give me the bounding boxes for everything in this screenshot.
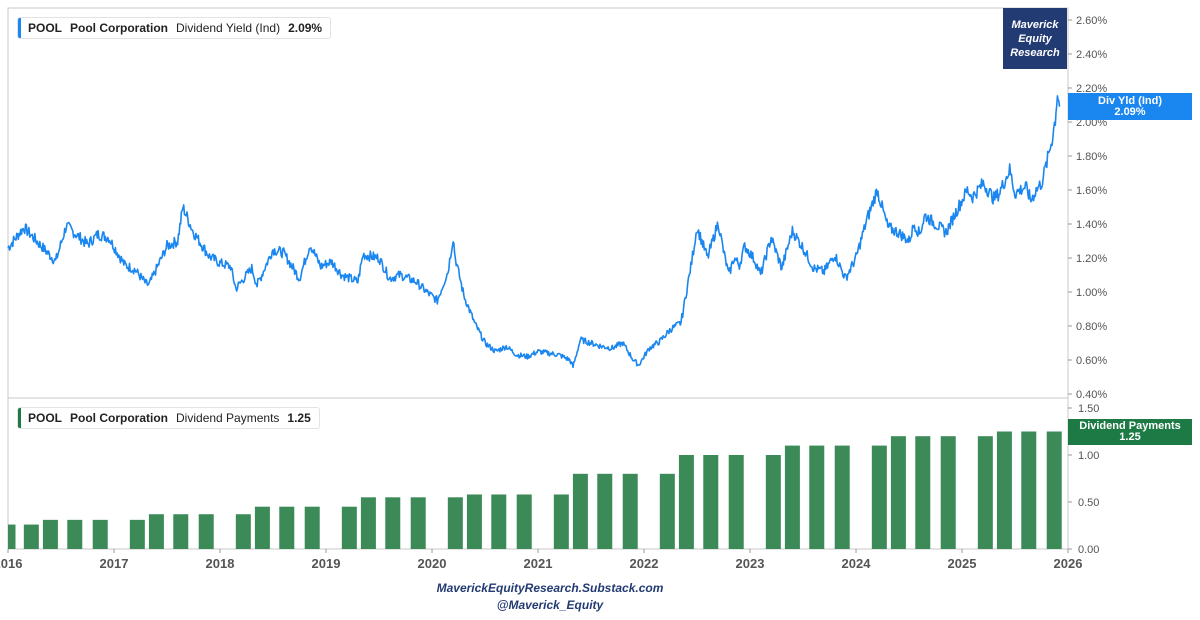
dividend-bar — [447, 497, 463, 549]
yield-axis-tick-label: 2.60% — [1076, 15, 1107, 27]
dividend-bar — [597, 473, 613, 549]
brand-logo: Maverick Equity Research — [1003, 8, 1067, 69]
tag-value: 1.25 — [1119, 431, 1141, 443]
dividend-bar — [491, 494, 507, 549]
dividend-bar — [360, 497, 376, 549]
dividend-bar — [173, 514, 189, 549]
dividend-bar — [1046, 431, 1062, 549]
brand-line-1: Maverick — [1011, 18, 1059, 31]
dividend-axis-tick-label: 1.00 — [1078, 450, 1099, 462]
legend-color-swatch — [18, 408, 21, 428]
legend-dividend-payments: POOL Pool Corporation Dividend Payments … — [17, 407, 320, 429]
legend-value: 1.25 — [287, 411, 311, 425]
yield-axis-tick-label: 2.00% — [1076, 117, 1107, 129]
legend-company: Pool Corporation — [70, 21, 169, 35]
legend-field: Dividend Payments — [176, 411, 280, 425]
brand-line-2: Equity — [1018, 32, 1052, 45]
dividend-bar — [67, 519, 83, 549]
legend-field: Dividend Yield (Ind) — [176, 21, 281, 35]
legend-dividend-yield: POOL Pool Corporation Dividend Yield (In… — [17, 17, 332, 39]
dividend-bar — [42, 519, 58, 549]
x-axis-tick-label: 2016 — [0, 556, 22, 571]
dividend-bar — [977, 436, 993, 549]
dividend-axis-tick-label: 1.50 — [1078, 403, 1099, 415]
dividend-bar — [341, 506, 357, 549]
dividend-bar — [572, 473, 588, 549]
dividend-bar — [940, 436, 956, 549]
dividend-bar — [871, 445, 887, 549]
x-axis-tick-label: 2019 — [312, 556, 341, 571]
dividend-bar — [553, 494, 569, 549]
dividend-bar — [198, 514, 214, 549]
tag-label: Div Yld (Ind) — [1098, 94, 1162, 107]
yield-axis-tick-label: 2.40% — [1076, 49, 1107, 61]
dividend-bar — [410, 497, 426, 549]
dividend-bar — [622, 473, 638, 549]
yield-axis-tick-label: 1.20% — [1076, 253, 1107, 265]
dividend-bar — [92, 519, 108, 549]
dividend-bar — [8, 524, 16, 549]
dividend-bar — [915, 436, 931, 549]
dividend-bar — [784, 445, 800, 549]
x-axis-tick-label: 2021 — [524, 556, 553, 571]
dividend-bar — [728, 455, 744, 549]
footer-website: MaverickEquityResearch.Substack.com — [436, 581, 664, 595]
dividend-bar — [304, 506, 320, 549]
yield-axis-tick-label: 1.60% — [1076, 185, 1107, 197]
dividend-bar — [1021, 431, 1037, 549]
yield-axis-tick-label: 2.20% — [1076, 83, 1107, 95]
dividend-yield-line — [7, 95, 1061, 369]
dividend-bar — [466, 494, 482, 549]
dividend-bar — [996, 431, 1012, 549]
x-axis-tick-label: 2025 — [948, 556, 977, 571]
yield-axis-tick-label: 1.40% — [1076, 219, 1107, 231]
dividend-bar — [23, 524, 39, 549]
yield-pane-frame — [7, 7, 1069, 399]
yield-axis-tick-label: 1.00% — [1076, 287, 1107, 299]
legend-company: Pool Corporation — [70, 411, 169, 425]
yield-axis-tick-label: 0.80% — [1076, 321, 1107, 333]
dividend-axis-tick-label: 0.00 — [1078, 544, 1099, 556]
dividend-bar — [254, 506, 270, 549]
x-axis-tick-label: 2020 — [418, 556, 447, 571]
x-axis-tick-label: 2024 — [842, 556, 872, 571]
dividend-bar — [659, 473, 675, 549]
x-axis-tick-label: 2023 — [736, 556, 765, 571]
dividend-bar — [279, 506, 295, 549]
dividend-bar — [765, 455, 781, 549]
tag-value: 2.09% — [1114, 105, 1146, 118]
dividend-bar — [703, 455, 719, 549]
dividend-bar — [678, 455, 694, 549]
yield-axis-tick-label: 0.60% — [1076, 355, 1107, 367]
legend-value: 2.09% — [288, 21, 323, 35]
x-axis-tick-label: 2018 — [206, 556, 235, 571]
legend-ticker: POOL — [28, 411, 63, 425]
dividend-bar — [235, 514, 251, 549]
dividend-bar — [385, 497, 401, 549]
legend-ticker: POOL — [28, 21, 63, 35]
yield-axis-tick-label: 1.80% — [1076, 151, 1107, 163]
footer-handle: @Maverick_Equity — [496, 598, 604, 612]
yield-axis-tick-label: 0.40% — [1076, 389, 1107, 401]
tag-label: Dividend Payments — [1079, 420, 1181, 432]
dividend-bar — [890, 436, 906, 549]
dividend-bar — [834, 445, 850, 549]
dividend-axis-tick-label: 0.50 — [1078, 497, 1099, 509]
x-axis-tick-label: 2026 — [1054, 556, 1083, 571]
dividend-bar — [129, 519, 145, 549]
dividend-bar — [516, 494, 532, 549]
legend-color-swatch — [18, 18, 21, 38]
x-axis-tick-label: 2022 — [630, 556, 659, 571]
dividend-bar — [148, 514, 164, 549]
last-value-tag-dividends: Dividend Payments 1.25 — [1068, 419, 1192, 445]
brand-line-3: Research — [1010, 46, 1060, 59]
dividend-bar — [809, 445, 825, 549]
x-axis-tick-label: 2017 — [100, 556, 129, 571]
last-value-tag-yield: Div Yld (Ind) 2.09% — [1068, 93, 1192, 120]
